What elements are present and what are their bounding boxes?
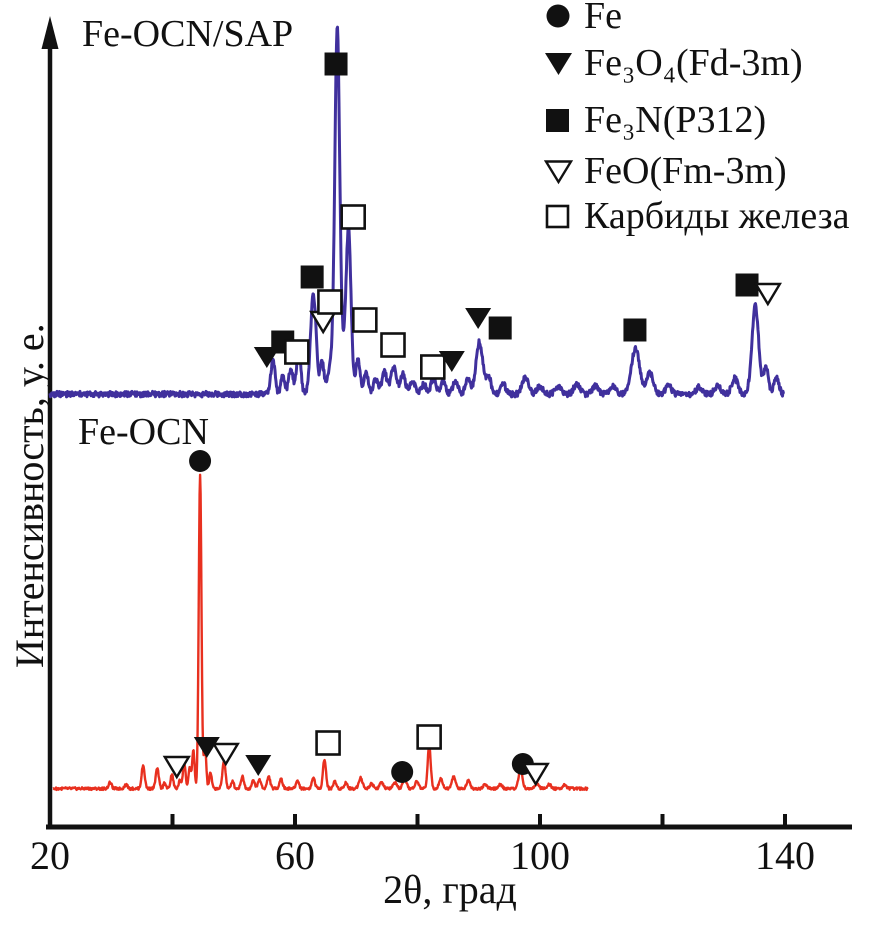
marker-triangle-down-filled	[465, 308, 492, 329]
legend-label: FeO(Fm-3m)	[584, 150, 787, 192]
marker-square-open	[380, 332, 406, 358]
legend-item-fe: Fe	[544, 0, 622, 38]
marker-square-open	[284, 339, 310, 365]
x-axis-title: 2θ, град	[383, 867, 517, 912]
triangle-down-open-icon	[544, 160, 574, 185]
marker-square-filled	[488, 316, 512, 340]
legend-label: Fe₃N(P312)	[584, 99, 767, 141]
triangle-down-filled-icon	[545, 53, 572, 75]
legend-item-fe3o4: Fe₃O₄(Fd-3m)	[544, 41, 803, 85]
legend-item-carbides: Карбиды железа	[544, 194, 850, 238]
legend-label: Fe	[584, 0, 622, 37]
marker-triangle-down-filled	[245, 755, 272, 776]
marker-triangle-down-open	[211, 742, 240, 767]
marker-square-open	[317, 289, 343, 315]
y-axis-arrowhead-icon	[41, 16, 59, 49]
marker-square-filled	[300, 265, 324, 289]
marker-triangle-down-open	[162, 755, 191, 780]
square-open-icon	[545, 204, 570, 229]
y-axis-title: Интенсивность, у. е.	[7, 323, 52, 668]
circle-filled-icon	[546, 4, 570, 28]
marker-square-filled	[623, 318, 647, 342]
curve-fe-ocn-sap	[48, 25, 785, 399]
marker-square-open	[420, 354, 446, 380]
marker-square-open	[315, 730, 341, 756]
marker-square-filled	[735, 273, 759, 297]
marker-square-open	[340, 204, 366, 230]
marker-square-open	[352, 307, 378, 333]
marker-triangle-down-open	[521, 762, 550, 787]
legend-item-feo: FeO(Fm-3m)	[544, 149, 787, 193]
series-label-fe-ocn-sap: Fe-OCN/SAP	[82, 13, 294, 55]
curve-fe-ocn	[52, 473, 589, 792]
marker-triangle-down-filled	[438, 351, 465, 372]
series-label-fe-ocn: Fe-OCN	[78, 411, 209, 453]
marker-triangle-down-filled	[193, 737, 220, 758]
plot-dynamic-layer	[48, 25, 787, 827]
marker-square-filled	[324, 52, 348, 76]
legend-label: Fe₃O₄(Fd-3m)	[584, 42, 803, 84]
marker-circle-filled	[391, 761, 414, 783]
marker-square-open	[416, 724, 442, 750]
legend-item-fe3n: Fe₃N(P312)	[544, 98, 766, 142]
marker-triangle-down-open	[753, 282, 782, 307]
marker-circle-filled	[189, 450, 212, 472]
legend-label: Карбиды железа	[584, 195, 850, 237]
square-filled-icon	[546, 109, 569, 132]
